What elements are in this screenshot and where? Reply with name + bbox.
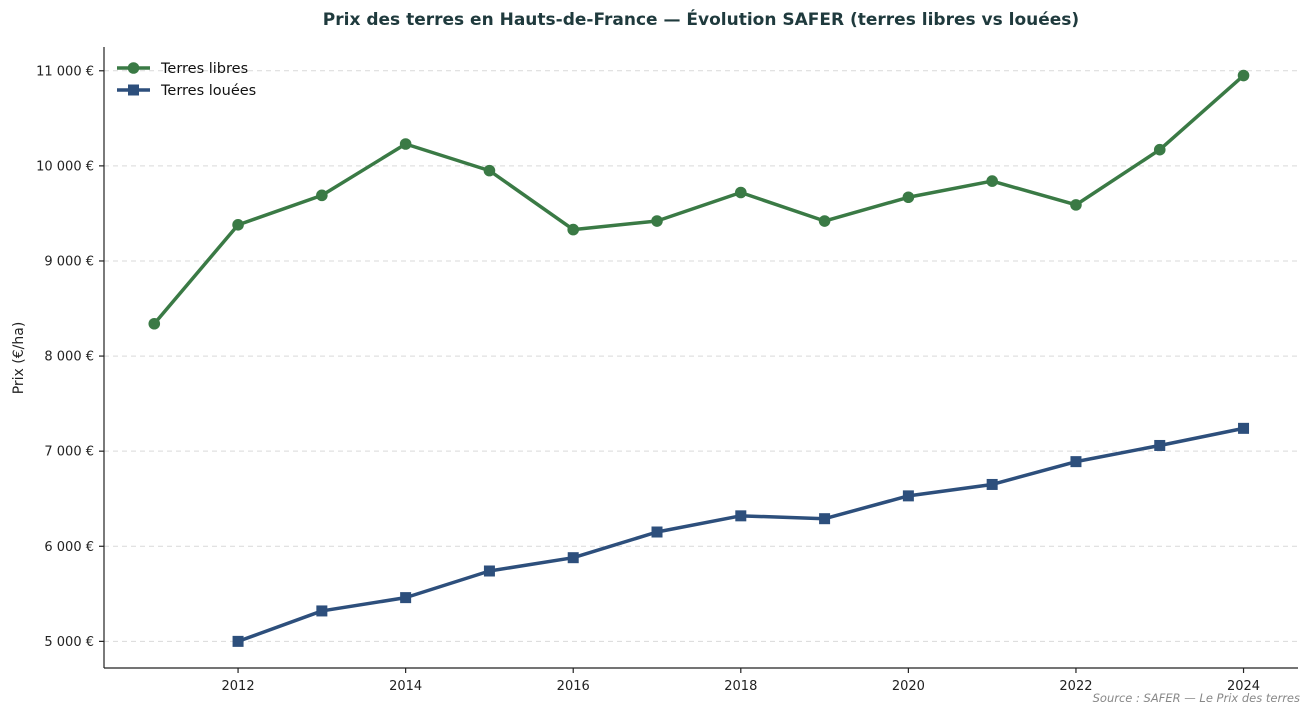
data-point bbox=[316, 189, 328, 202]
data-point bbox=[819, 513, 831, 525]
y-tick-label: 6 000 € bbox=[44, 540, 94, 555]
legend-marker bbox=[128, 84, 139, 96]
series-terres-libres bbox=[148, 69, 1250, 330]
series-line bbox=[152, 73, 1246, 326]
data-point bbox=[902, 191, 915, 204]
data-point bbox=[1070, 199, 1082, 211]
x-tick-label: 2024 bbox=[1227, 679, 1260, 694]
data-point bbox=[986, 175, 998, 187]
x-tick-label: 2014 bbox=[389, 679, 422, 694]
data-point bbox=[232, 635, 244, 647]
legend-item: Terres libres bbox=[117, 61, 248, 77]
data-point bbox=[651, 526, 663, 538]
x-tick-label: 2016 bbox=[557, 679, 590, 694]
data-point bbox=[1238, 422, 1250, 434]
data-point bbox=[400, 592, 412, 604]
grid-lines bbox=[104, 70, 1298, 642]
data-point bbox=[818, 215, 831, 227]
data-point bbox=[148, 317, 161, 330]
x-tick-label: 2020 bbox=[892, 679, 925, 694]
data-point bbox=[651, 215, 663, 227]
y-tick-label: 9 000 € bbox=[44, 254, 94, 269]
data-point bbox=[1070, 456, 1082, 468]
series-line bbox=[236, 426, 1246, 644]
legend-label: Terres louées bbox=[160, 83, 256, 99]
legend-marker bbox=[127, 62, 140, 74]
data-point bbox=[735, 186, 747, 199]
data-point bbox=[483, 164, 496, 177]
x-tick-label: 2022 bbox=[1059, 679, 1092, 694]
chart-title: Prix des terres en Hauts-de-France — Évo… bbox=[323, 8, 1079, 30]
data-point bbox=[1153, 143, 1166, 156]
data-point bbox=[986, 478, 998, 490]
y-axis-label: Prix (€/ha) bbox=[11, 322, 27, 395]
legend-item: Terres louées bbox=[117, 83, 256, 99]
data-point bbox=[1154, 439, 1166, 451]
series-terres-louees bbox=[232, 422, 1250, 647]
series-layer bbox=[148, 69, 1250, 647]
x-tick-label: 2012 bbox=[222, 679, 255, 694]
data-point bbox=[735, 510, 747, 522]
y-tick-label: 10 000 € bbox=[36, 159, 94, 174]
data-point bbox=[316, 605, 328, 617]
data-point bbox=[483, 565, 495, 577]
data-point bbox=[902, 490, 914, 502]
data-point bbox=[1237, 69, 1250, 82]
source-note: Source : SAFER — Le Prix des terres bbox=[1093, 691, 1300, 705]
y-tick-label: 7 000 € bbox=[44, 445, 94, 460]
data-point bbox=[567, 223, 580, 236]
data-point bbox=[399, 138, 412, 150]
y-tick-label: 11 000 € bbox=[36, 64, 94, 79]
data-point bbox=[567, 552, 579, 564]
legend: Terres libres Terres louées bbox=[117, 61, 256, 99]
y-tick-label: 5 000 € bbox=[44, 635, 94, 650]
data-point bbox=[232, 219, 244, 231]
y-tick-label: 8 000 € bbox=[44, 350, 94, 365]
legend-label: Terres libres bbox=[160, 61, 248, 77]
x-tick-label: 2018 bbox=[724, 679, 757, 694]
tick-labels: 5 000 € 6 000 € 7 000 € 8 000 € 9 000 € 10 00… bbox=[36, 64, 1260, 694]
axes bbox=[103, 47, 1298, 669]
